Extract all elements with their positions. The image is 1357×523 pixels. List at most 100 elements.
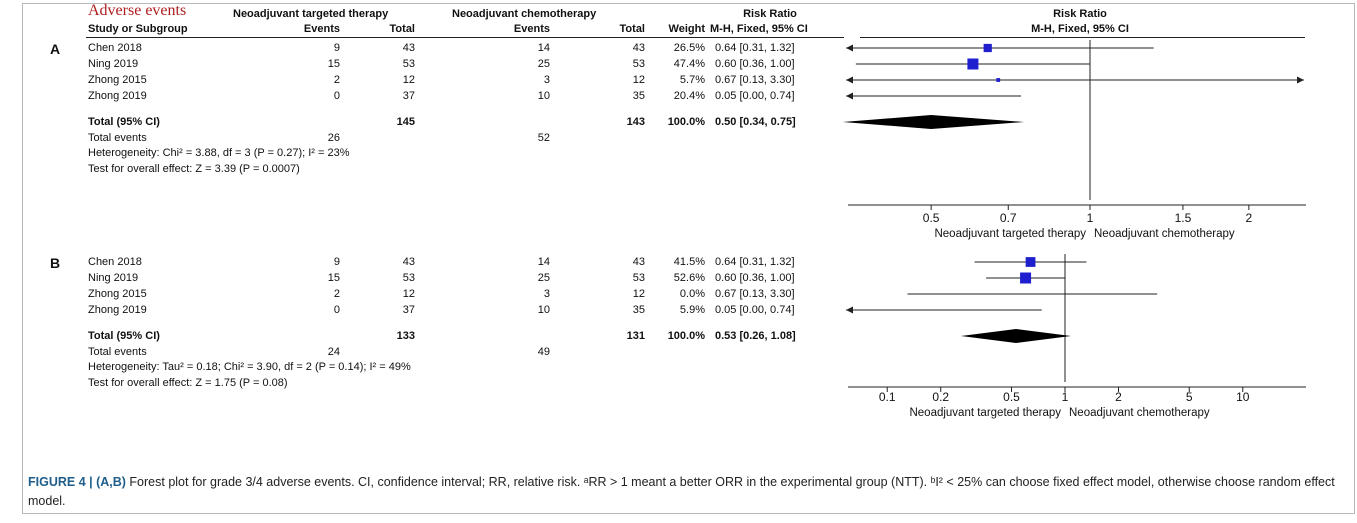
study-row-weight: 0.0% [679, 288, 705, 300]
total-t1: 133 [396, 330, 415, 342]
study-row-e1: 0 [333, 90, 340, 102]
total-t2: 131 [626, 330, 645, 342]
total-events-e2: 52 [537, 132, 550, 144]
caption-text: Forest plot for grade 3/4 adverse events… [28, 475, 1335, 508]
study-row-e2: 3 [543, 288, 550, 300]
study-row-e2: 25 [537, 58, 550, 70]
total-events-e1: 26 [327, 132, 340, 144]
panel-a-letter: A [50, 41, 61, 57]
study-row-e1: 2 [333, 74, 340, 86]
study-row-t2: 35 [632, 304, 645, 316]
heterogeneity-text: Heterogeneity: Tau² = 0.18; Chi² = 3.90,… [88, 361, 411, 373]
group2-header: Neoadjuvant chemotherapy [452, 8, 597, 20]
study-row-ci: 0.64 [0.31, 1.32] [715, 256, 795, 268]
study-row-t1: 12 [402, 288, 415, 300]
study-row-t1: 43 [402, 42, 415, 54]
x-tick-label: 0.5 [923, 211, 940, 225]
study-row-weight: 20.4% [673, 90, 705, 102]
method-plot-header: M-H, Fixed, 95% CI [1031, 23, 1129, 35]
study-row-e1: 9 [333, 256, 340, 268]
table-header-rule [86, 37, 844, 38]
group1-header: Neoadjuvant targeted therapy [233, 8, 389, 20]
study-row-e1: 0 [333, 304, 340, 316]
favours-right-label: Neoadjuvant chemotherapy [1069, 407, 1210, 419]
study-row-ci: 0.05 [0.00, 0.74] [715, 304, 795, 316]
study-col-header: Study or Subgroup [88, 23, 188, 35]
study-row-weight: 5.7% [679, 74, 705, 86]
pooled-diamond [842, 115, 1025, 129]
study-row-t1: 53 [402, 272, 415, 284]
ci-arrow-left [846, 92, 853, 100]
study-row-e1: 2 [333, 288, 340, 300]
study-row-t1: 37 [402, 304, 415, 316]
point-estimate-marker [967, 58, 979, 70]
study-row-weight: 5.9% [679, 304, 705, 316]
study-row-study: Ning 2019 [88, 58, 139, 70]
study-row-ci: 0.05 [0.00, 0.74] [715, 90, 795, 102]
study-row-e1: 15 [327, 58, 340, 70]
events2-col-header: Events [513, 23, 550, 35]
overall-effect-text: Test for overall effect: Z = 3.39 (P = 0… [88, 163, 300, 175]
study-row-ci: 0.67 [0.13, 3.30] [715, 288, 795, 300]
study-row-ci: 0.60 [0.36, 1.00] [715, 58, 795, 70]
study-row-t1: 37 [402, 90, 415, 102]
study-row-study: Chen 2018 [88, 42, 142, 54]
adverse-events-title: Adverse events [88, 2, 187, 19]
study-row-study: Zhong 2019 [88, 304, 147, 316]
favours-left-label: Neoadjuvant targeted therapy [909, 407, 1061, 419]
x-tick-label: 5 [1186, 390, 1193, 404]
total-events-label: Total events [88, 346, 147, 358]
total-t1: 145 [396, 116, 415, 128]
study-row-t2: 35 [632, 90, 645, 102]
pooled-diamond [960, 329, 1071, 343]
x-tick-label: 0.7 [1000, 211, 1017, 225]
study-row-t2: 53 [632, 58, 645, 70]
study-row-e2: 3 [543, 74, 550, 86]
x-tick-label: 0.1 [879, 390, 896, 404]
ci-arrow-left [846, 76, 853, 84]
study-row-e2: 14 [537, 42, 550, 54]
study-row-study: Chen 2018 [88, 256, 142, 268]
risk-ratio-plot-header: Risk Ratio [1053, 8, 1107, 20]
point-estimate-marker [1020, 272, 1032, 284]
plot-header-rule [860, 37, 1305, 38]
total-ci: 0.53 [0.26, 1.08] [715, 330, 796, 342]
study-row-weight: 47.4% [673, 58, 705, 70]
study-row-weight: 26.5% [673, 42, 705, 54]
caption-label: FIGURE 4 | (A,B) [28, 475, 126, 489]
overall-effect-text: Test for overall effect: Z = 1.75 (P = 0… [88, 377, 288, 389]
weight-col-header: Weight [668, 23, 705, 35]
study-row-e1: 9 [333, 42, 340, 54]
study-row-study: Zhong 2015 [88, 74, 147, 86]
study-row-e2: 25 [537, 272, 550, 284]
panel-b-letter: B [50, 255, 61, 271]
ci-arrow-left [846, 44, 853, 52]
x-tick-label: 1 [1062, 390, 1069, 404]
x-tick-label: 0.5 [1003, 390, 1020, 404]
study-row-weight: 41.5% [673, 256, 705, 268]
total-t2: 143 [626, 116, 645, 128]
x-tick-label: 2 [1115, 390, 1122, 404]
risk-ratio-header: Risk Ratio [743, 8, 797, 20]
study-row-ci: 0.67 [0.13, 3.30] [715, 74, 795, 86]
study-row-t2: 43 [632, 42, 645, 54]
x-tick-label: 1.5 [1175, 211, 1192, 225]
total-label: Total (95% CI) [88, 330, 160, 342]
study-row-weight: 52.6% [673, 272, 705, 284]
figure-frame [22, 3, 1355, 514]
x-tick-label: 1 [1087, 211, 1094, 225]
study-row-ci: 0.60 [0.36, 1.00] [715, 272, 795, 284]
method-col-header: M-H, Fixed, 95% CI [710, 23, 808, 35]
heterogeneity-text: Heterogeneity: Chi² = 3.88, df = 3 (P = … [88, 147, 350, 159]
study-row-t2: 12 [632, 74, 645, 86]
study-row-e1: 15 [327, 272, 340, 284]
total-events-e2: 49 [537, 346, 550, 358]
study-row-study: Zhong 2015 [88, 288, 147, 300]
total-weight: 100.0% [667, 116, 705, 128]
study-row-study: Ning 2019 [88, 272, 139, 284]
x-tick-label: 0.2 [932, 390, 949, 404]
favours-right-label: Neoadjuvant chemotherapy [1094, 228, 1235, 240]
total-events-label: Total events [88, 132, 147, 144]
study-row-t2: 43 [632, 256, 645, 268]
